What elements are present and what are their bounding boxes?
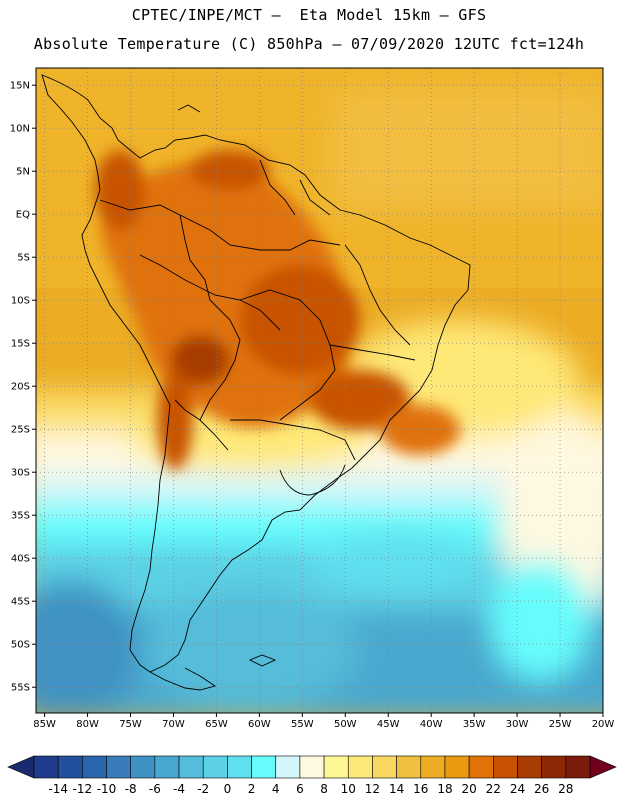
lon-tick-label: 80W bbox=[76, 719, 99, 730]
lat-tick-label: EQ bbox=[16, 210, 30, 221]
lat-tick-label: 30S bbox=[11, 468, 30, 479]
colorbar-label: -8 bbox=[125, 782, 137, 796]
lon-tick-label: 60W bbox=[248, 719, 271, 730]
colorbar-label: 6 bbox=[296, 782, 304, 796]
colorbar-label: -4 bbox=[173, 782, 185, 796]
colorbar-swatch bbox=[444, 755, 470, 779]
colorbar-label: 2 bbox=[248, 782, 256, 796]
lat-tick-label: 5N bbox=[16, 167, 30, 178]
longitude-labels: 85W 80W 75W 70W 65W 60W 55W 50W 45W 40W 35W 30W 25W 2… bbox=[33, 713, 614, 730]
colorbar-label: 28 bbox=[558, 782, 573, 796]
colorbar-label: 8 bbox=[320, 782, 328, 796]
colorbar-swatch bbox=[130, 755, 156, 779]
colorbar-label: 10 bbox=[341, 782, 356, 796]
lat-tick-label: 25S bbox=[11, 425, 30, 436]
lon-tick-label: 85W bbox=[33, 719, 56, 730]
colorbar-label: -12 bbox=[73, 782, 93, 796]
map-frame bbox=[35, 67, 604, 714]
lat-tick-label: 10N bbox=[10, 124, 30, 135]
map-title-line2: Absolute Temperature (C) 850hPa – 07/09/… bbox=[33, 35, 585, 53]
lon-tick-label: 70W bbox=[162, 719, 185, 730]
colorbar-label: 16 bbox=[413, 782, 428, 796]
lon-tick-label: 35W bbox=[463, 719, 486, 730]
colorbar: -14 -12 -10 -8 -6 -4 -2 0 2 4 6 8 10 12 14 16 18 20 22 24 26… bbox=[7, 755, 617, 796]
lat-tick-label: 45S bbox=[11, 597, 30, 608]
colorbar-swatch bbox=[347, 755, 373, 779]
colorbar-swatch bbox=[275, 755, 301, 779]
lat-tick-label: 15N bbox=[10, 81, 30, 92]
colorbar-high-arrow bbox=[589, 755, 617, 779]
colorbar-label: -2 bbox=[197, 782, 209, 796]
colorbar-label: -6 bbox=[149, 782, 161, 796]
lon-tick-label: 55W bbox=[291, 719, 314, 730]
latitude-labels: 15N 10N 5N EQ 5S 10S 15S 20S 25S 30S 35S 40S 45S 50S 5… bbox=[10, 81, 36, 694]
colorbar-swatch bbox=[565, 755, 591, 779]
graticule bbox=[36, 68, 604, 713]
colorbar-swatch bbox=[372, 755, 397, 779]
lon-tick-label: 65W bbox=[205, 719, 228, 730]
colorbar-label: 14 bbox=[389, 782, 404, 796]
lon-tick-label: 75W bbox=[119, 719, 142, 730]
lon-tick-label: 45W bbox=[377, 719, 400, 730]
colorbar-swatch bbox=[57, 755, 83, 779]
colorbar-swatch bbox=[33, 755, 59, 779]
colorbar-swatch bbox=[202, 755, 228, 779]
lat-tick-label: 10S bbox=[11, 296, 30, 307]
colorbar-label: 22 bbox=[486, 782, 501, 796]
colorbar-swatch bbox=[227, 755, 252, 779]
lon-tick-label: 20W bbox=[592, 719, 615, 730]
colorbar-label: -10 bbox=[97, 782, 117, 796]
lon-tick-label: 40W bbox=[420, 719, 443, 730]
colorbar-label: 26 bbox=[534, 782, 549, 796]
lat-tick-label: 35S bbox=[11, 511, 30, 522]
colorbar-swatch bbox=[178, 755, 204, 779]
colorbar-swatch bbox=[323, 755, 349, 779]
colorbar-label: -14 bbox=[48, 782, 68, 796]
colorbar-low-arrow bbox=[7, 755, 35, 779]
colorbar-label: 0 bbox=[224, 782, 232, 796]
lat-tick-label: 50S bbox=[11, 640, 30, 651]
lon-tick-label: 30W bbox=[506, 719, 529, 730]
colorbar-label: 12 bbox=[365, 782, 380, 796]
coastline-borders bbox=[41, 74, 471, 691]
lat-tick-label: 55S bbox=[11, 683, 30, 694]
lat-tick-label: 40S bbox=[11, 554, 30, 565]
colorbar-label: 24 bbox=[510, 782, 525, 796]
colorbar-swatch bbox=[251, 755, 277, 779]
lat-tick-label: 5S bbox=[17, 253, 30, 264]
colorbar-swatch bbox=[82, 755, 107, 779]
colorbar-swatch bbox=[517, 755, 542, 779]
colorbar-swatch bbox=[396, 755, 422, 779]
colorbar-swatch bbox=[420, 755, 446, 779]
colorbar-swatch bbox=[493, 755, 518, 779]
colorbar-label: 20 bbox=[461, 782, 476, 796]
lon-tick-label: 50W bbox=[334, 719, 357, 730]
colorbar-swatch bbox=[299, 755, 325, 779]
temperature-field bbox=[36, 68, 603, 713]
colorbar-swatch bbox=[154, 755, 180, 779]
lat-tick-label: 15S bbox=[11, 339, 30, 350]
lon-tick-label: 25W bbox=[549, 719, 572, 730]
colorbar-label: 18 bbox=[437, 782, 452, 796]
lat-tick-label: 20S bbox=[11, 382, 30, 393]
colorbar-label: 4 bbox=[272, 782, 280, 796]
colorbar-swatch bbox=[468, 755, 494, 779]
colorbar-swatch bbox=[541, 755, 567, 779]
colorbar-swatch bbox=[106, 755, 131, 779]
map-title-line1: CPTEC/INPE/MCT – Eta Model 15km – GFS bbox=[131, 6, 487, 24]
